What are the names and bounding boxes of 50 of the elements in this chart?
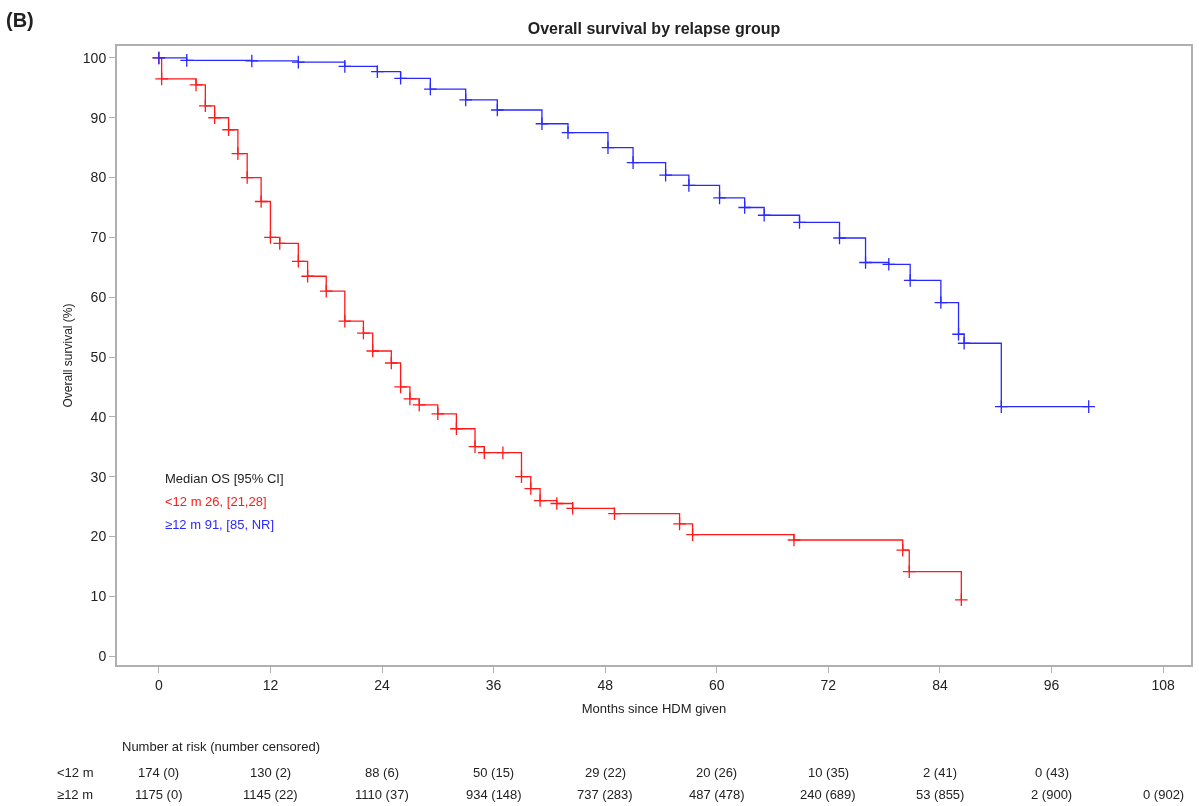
text: 88 (6) xyxy=(365,765,399,780)
text: 2 (41) xyxy=(923,765,957,780)
text: 53 (855) xyxy=(916,787,965,802)
x-tick-label: 12 xyxy=(262,676,279,693)
text: (B) xyxy=(6,9,34,31)
y-tick-label: 20 xyxy=(90,528,107,545)
x-axis-title: Months since HDM given xyxy=(581,700,727,716)
x-tick-label: 48 xyxy=(597,676,614,693)
text: 29 (22) xyxy=(585,765,627,780)
annotation: ≥12 m 91, [85, NR] xyxy=(165,517,275,532)
text: 240 (689) xyxy=(800,787,856,802)
y-tick-label: 0 xyxy=(98,647,107,664)
x-tick-label: 24 xyxy=(374,676,391,693)
text: 1110 (37) xyxy=(355,787,409,802)
text: 0 (902) xyxy=(1143,787,1185,802)
y-axis-title: Overall survival (%) xyxy=(60,303,75,408)
text: 1175 (0) xyxy=(135,787,183,802)
text: 20 (26) xyxy=(696,765,738,780)
annotation: Median OS [95% CI] xyxy=(165,471,284,486)
y-tick-label: 70 xyxy=(90,229,107,246)
y-tick-label: 50 xyxy=(90,348,107,365)
x-tick-label: 108 xyxy=(1151,676,1175,693)
y-tick-label: 60 xyxy=(90,289,107,306)
y-tick-label: 100 xyxy=(82,49,107,66)
x-tick-label: 84 xyxy=(932,676,948,693)
text: 130 (2) xyxy=(250,765,292,780)
y-tick-label: 90 xyxy=(90,109,107,126)
chart-title: Overall survival by relapse group xyxy=(527,19,781,37)
text: 174 (0) xyxy=(138,765,180,780)
y-tick-label: 10 xyxy=(90,588,107,605)
x-tick-label: 72 xyxy=(820,676,837,693)
text: 934 (148) xyxy=(466,787,522,802)
annotation: <12 m 26, [21,28] xyxy=(165,494,267,509)
text: 2 (900) xyxy=(1031,787,1073,802)
x-tick-label: 36 xyxy=(485,676,502,693)
y-tick-label: 80 xyxy=(90,169,107,186)
text: 50 (15) xyxy=(473,765,515,780)
y-tick-label: 40 xyxy=(90,408,107,425)
text: Number at risk (number censored) xyxy=(122,739,320,754)
text: 0 (43) xyxy=(1035,765,1069,780)
x-tick-label: 96 xyxy=(1043,676,1060,693)
x-tick-label: 0 xyxy=(154,676,163,693)
text: ≥12 m xyxy=(57,787,94,802)
text: 1145 (22) xyxy=(243,787,298,802)
text: 487 (478) xyxy=(689,787,745,802)
text: 737 (283) xyxy=(577,787,633,802)
y-tick-label: 30 xyxy=(90,468,107,485)
text: 10 (35) xyxy=(808,765,850,780)
x-tick-label: 60 xyxy=(708,676,725,693)
text: <12 m xyxy=(57,765,94,780)
